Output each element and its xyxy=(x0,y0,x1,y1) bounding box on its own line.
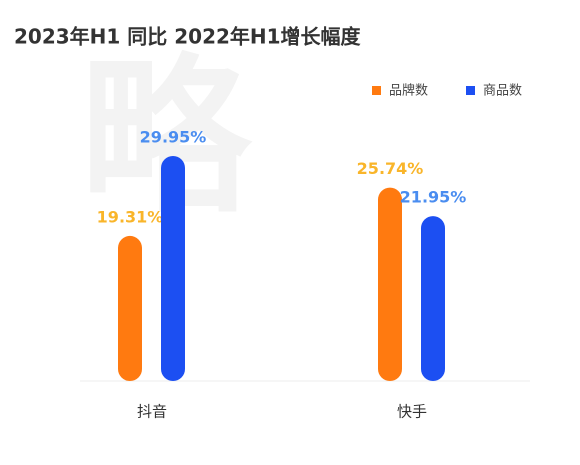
legend-label: 商品数 xyxy=(483,84,522,99)
x-tick-label: 快手 xyxy=(397,403,427,421)
bar xyxy=(378,187,402,381)
value-label: 29.95% xyxy=(140,128,207,147)
legend-label: 品牌数 xyxy=(389,83,428,99)
bar xyxy=(161,156,185,381)
value-label: 25.74% xyxy=(357,159,424,178)
value-label: 19.31% xyxy=(97,207,164,226)
chart-title: 2023年H1 同比 2022年H1增长幅度 xyxy=(14,25,362,49)
legend-swatch xyxy=(466,86,475,95)
bar xyxy=(118,235,142,381)
value-label: 21.95% xyxy=(400,188,467,207)
legend-swatch xyxy=(372,86,381,95)
x-tick-label: 抖音 xyxy=(137,403,167,421)
bar xyxy=(421,216,445,381)
